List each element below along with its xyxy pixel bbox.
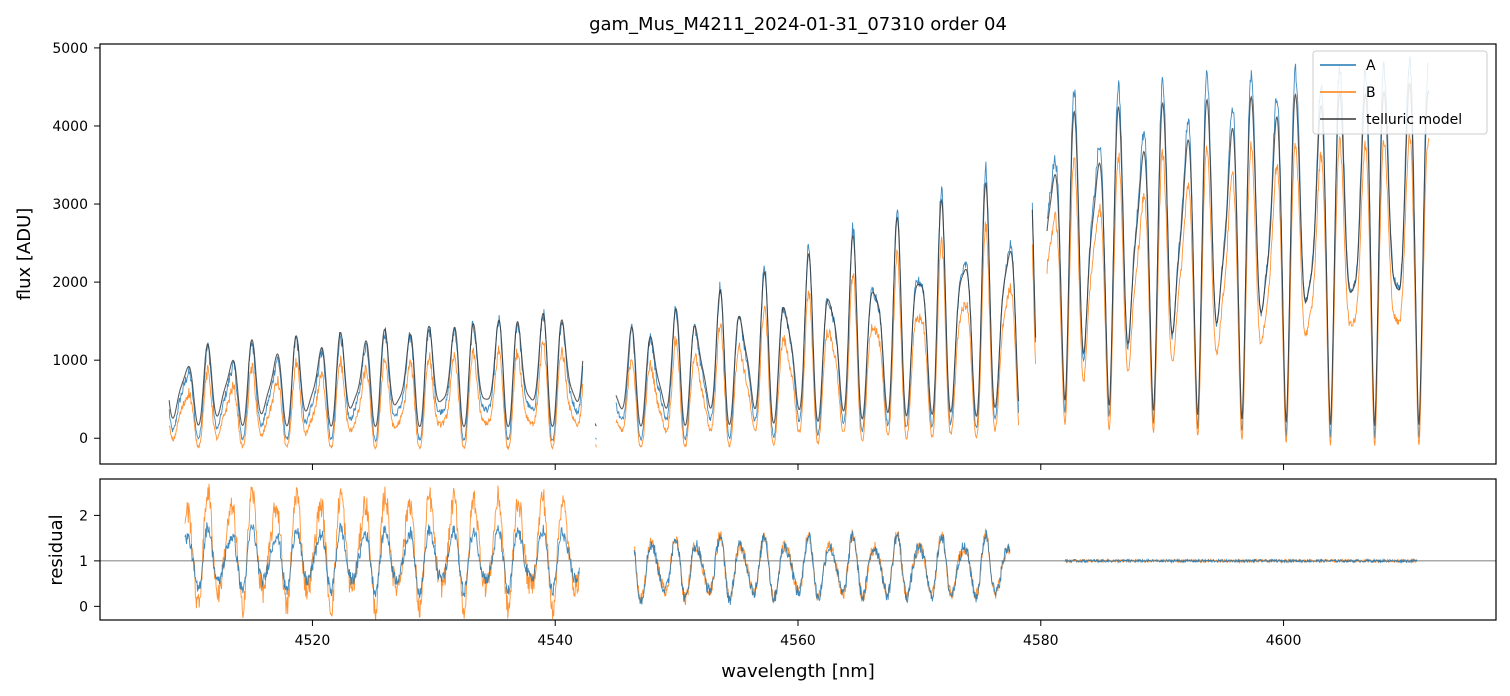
legend-label-telluric: telluric model (1366, 112, 1462, 128)
x-tick-label: 4580 (1023, 633, 1059, 649)
legend-label-a: A (1366, 58, 1376, 74)
series-a-line (595, 437, 597, 440)
legend-label-b: B (1366, 85, 1376, 101)
series-telluric-model-line (615, 181, 1020, 427)
legend-box (1312, 50, 1488, 135)
bottom-y-tick-label: 2 (79, 508, 88, 524)
residual-b-line (184, 483, 580, 620)
top-x-axis (311, 464, 1285, 470)
bottom-y-axis-label: residual (46, 514, 67, 585)
x-axis-label: wavelength [nm] (721, 661, 875, 682)
bottom-y-tick-label: 0 (79, 599, 88, 615)
series-telluric-model-line (168, 312, 584, 428)
top-plot-area (168, 56, 1430, 451)
chart-title: gam_Mus_M4211_2024-01-31_07310 order 04 (589, 14, 1007, 35)
bottom-x-axis: 4520 4540 4560 4580 4600 (295, 620, 1302, 649)
residual-a-line (1064, 557, 1418, 564)
bottom-y-tick-label: 1 (79, 554, 88, 570)
series-a-line (168, 309, 584, 443)
bottom-plot-area (100, 483, 1496, 620)
residual-a-line (633, 530, 1011, 605)
x-tick-label: 4540 (537, 633, 573, 649)
legend: A B telluric model (1312, 50, 1488, 135)
series-b-line (595, 444, 597, 448)
series-b-line (168, 341, 584, 451)
series-telluric-model-line (1031, 209, 1037, 338)
top-y-tick-label: 0 (79, 431, 88, 447)
top-y-tick-label: 2000 (52, 275, 88, 291)
x-tick-label: 4560 (780, 633, 816, 649)
top-y-tick-label: 5000 (52, 41, 88, 57)
residual-a-line (184, 522, 580, 600)
top-y-tick-label: 3000 (52, 197, 88, 213)
series-telluric-model-line (594, 423, 597, 427)
series-b-line (615, 221, 1020, 448)
series-a-line (615, 161, 1020, 442)
series-b-line (1031, 244, 1037, 365)
top-y-axis-label: flux [ADU] (14, 208, 35, 301)
x-tick-label: 4600 (1266, 633, 1302, 649)
top-y-axis: 0 1000 2000 3000 4000 5000 (52, 41, 100, 447)
bottom-y-axis: 0 1 2 (79, 508, 100, 615)
x-tick-label: 4520 (295, 633, 331, 649)
top-y-tick-label: 1000 (52, 353, 88, 369)
series-b-line (1046, 133, 1430, 446)
top-y-tick-label: 4000 (52, 119, 88, 135)
